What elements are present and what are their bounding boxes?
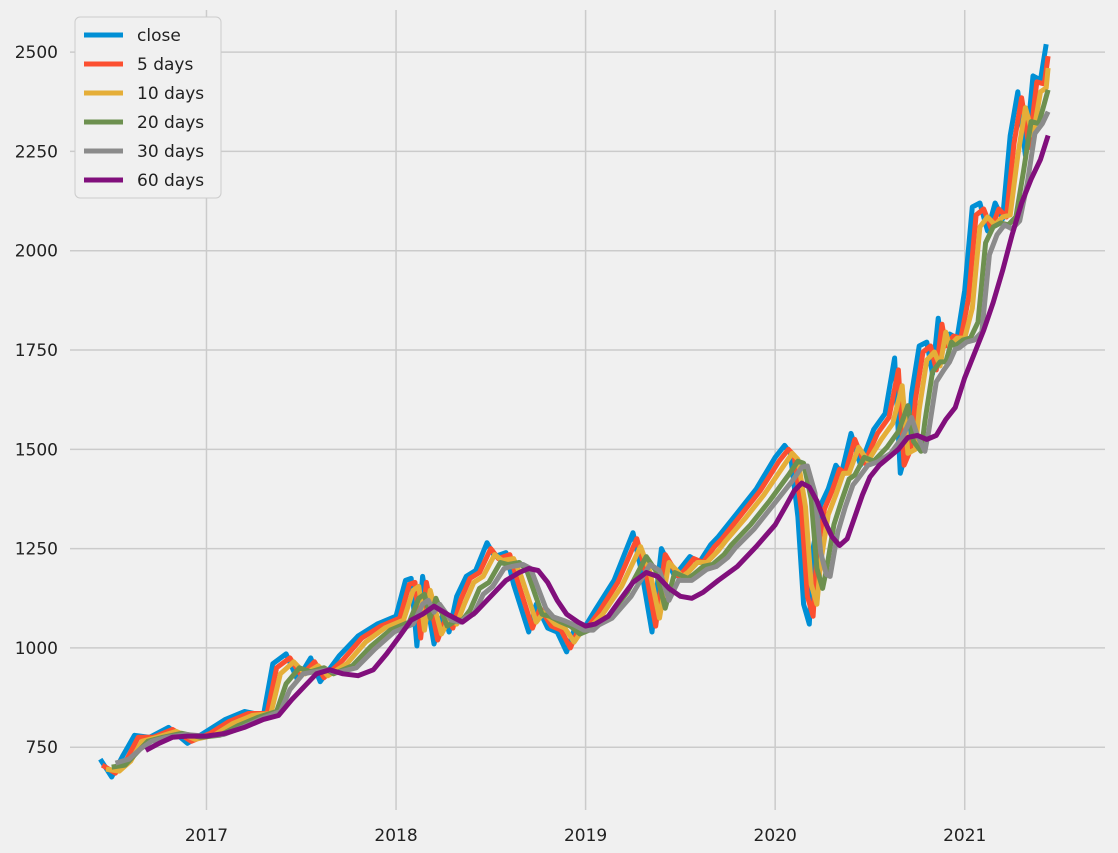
legend-label: 20 days: [137, 113, 204, 133]
x-tick-label: 2017: [185, 826, 228, 846]
x-tick-label: 2021: [943, 826, 986, 846]
legend-label: 30 days: [137, 142, 204, 162]
x-tick-label: 2020: [754, 826, 797, 846]
x-tick-label: 2019: [564, 826, 607, 846]
series-line-60-days: [144, 134, 1051, 753]
legend-label: 60 days: [137, 171, 204, 191]
y-axis-tick-labels: 750 1000 1250 1500 1750 2000 2250 2500: [15, 43, 58, 758]
y-tick-label: 1250: [15, 540, 58, 560]
series-lines: [98, 43, 1051, 780]
x-axis-tick-labels: 2017 2018 2019 2020 2021: [185, 826, 987, 846]
x-tick-label: 2018: [374, 826, 417, 846]
legend-label: 5 days: [137, 55, 193, 75]
legend-label: close: [137, 26, 181, 46]
y-tick-label: 1500: [15, 440, 58, 460]
y-tick-label: 2250: [15, 142, 58, 162]
legend-label: 10 days: [137, 84, 204, 104]
y-tick-label: 2000: [15, 242, 58, 262]
y-tick-label: 1000: [15, 639, 58, 659]
y-tick-label: 1750: [15, 341, 58, 361]
y-tick-label: 2500: [15, 43, 58, 63]
legend: close 5 days 10 days 20 days 30 days 60 days: [74, 16, 222, 199]
y-tick-label: 750: [26, 738, 58, 758]
